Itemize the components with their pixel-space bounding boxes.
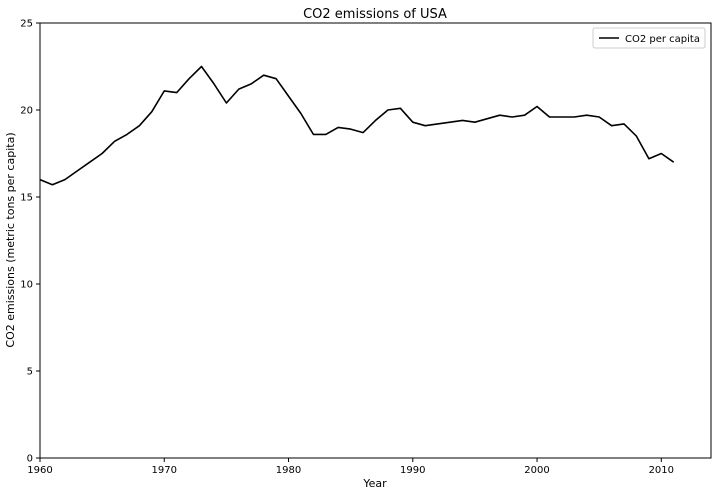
y-tick-label: 15: [20, 193, 33, 204]
x-tick-label: 2000: [524, 465, 549, 476]
x-tick-label: 1970: [152, 465, 177, 476]
x-axis-ticks: 1960 1970 1980 1990 2000 2010: [27, 458, 674, 476]
x-tick-label: 2010: [649, 465, 674, 476]
y-tick-label: 25: [20, 19, 33, 30]
series-layer: [39, 65, 675, 186]
legend-label: CO2 per capita: [625, 34, 700, 45]
plot-area: [39, 22, 712, 459]
y-tick-label: 0: [27, 454, 33, 465]
y-tick-label: 10: [20, 280, 33, 291]
x-tick-label: 1990: [400, 465, 425, 476]
legend-box: [592, 27, 706, 49]
plot-frame: [39, 22, 712, 459]
legend: CO2 per capita: [592, 27, 706, 49]
y-tick-label: 20: [20, 106, 33, 117]
y-tick-label: 5: [27, 367, 33, 378]
y-axis-label: CO2 emissions (metric tons per capita): [4, 132, 17, 347]
x-axis-label: Year: [362, 477, 387, 490]
chart-title: CO2 emissions of USA: [303, 7, 447, 22]
y-axis-ticks: 0 5 10 15 20 25: [20, 19, 40, 465]
x-tick-label: 1980: [276, 465, 301, 476]
x-tick-label: 1960: [27, 465, 52, 476]
series-line: [39, 65, 675, 186]
